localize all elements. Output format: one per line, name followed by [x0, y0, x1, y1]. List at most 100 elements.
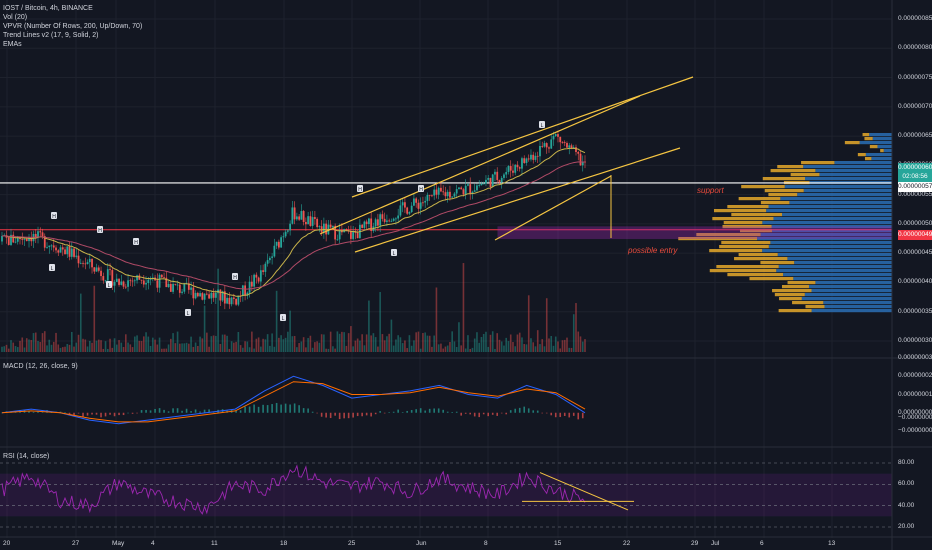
volume-bar — [300, 341, 303, 352]
macd-histogram-bar — [136, 412, 138, 414]
pivot-marker-label: L — [393, 251, 396, 257]
vp-bar — [824, 305, 892, 309]
price-tick: 0.00000065 — [898, 132, 932, 140]
candle-body — [338, 229, 341, 240]
vp-bar — [864, 137, 873, 141]
volume-bar — [392, 345, 395, 352]
candle-body — [545, 143, 548, 148]
volume-bar — [575, 303, 577, 352]
candle-body — [536, 155, 539, 157]
macd-histogram-bar — [356, 412, 359, 417]
candle-body — [147, 279, 150, 284]
candle-body — [561, 142, 564, 143]
price-tag: 0.00000049 — [898, 230, 932, 240]
volume-bar — [3, 346, 6, 352]
price-tick: 0.00000080 — [898, 44, 932, 52]
rsi-tick: 20.00 — [898, 523, 915, 530]
volume-bar — [156, 344, 159, 352]
candle-body — [232, 297, 235, 299]
pivot-marker-box — [232, 273, 238, 280]
macd-histogram-bar — [262, 404, 264, 413]
trend-lines[interactable] — [319, 76, 694, 253]
macd-histogram-bar — [28, 410, 30, 413]
volume-bar — [57, 344, 60, 352]
candle-body — [10, 234, 12, 245]
volume-bar — [239, 345, 242, 352]
trend-line — [494, 175, 612, 241]
vp-bar — [716, 265, 779, 269]
pivot-marker-label: H — [98, 228, 102, 234]
macd-histogram-bar — [176, 408, 179, 413]
candle-body — [127, 280, 129, 287]
macd-histogram-bar — [293, 403, 296, 413]
macd-histogram-bar — [397, 409, 399, 413]
volume-bar — [296, 347, 298, 352]
candle-body — [451, 196, 454, 198]
vp-bar — [811, 309, 892, 313]
candle-body — [406, 207, 409, 214]
volume-bar — [469, 348, 472, 352]
volume-bar — [482, 333, 485, 352]
volume-bar — [462, 263, 465, 352]
macd-histogram-bar — [208, 409, 210, 413]
volume-bar — [356, 338, 359, 352]
volume-bar — [327, 348, 330, 352]
volume-bar — [102, 348, 105, 352]
candle-body — [349, 231, 352, 239]
candle-body — [203, 293, 206, 300]
vp-bar — [678, 237, 758, 241]
volume-bar — [208, 346, 210, 352]
vp-bar — [862, 133, 870, 137]
macd-histogram-bar — [509, 410, 512, 413]
indicator-volume[interactable]: Vol (20) — [3, 14, 28, 21]
volume-bar — [64, 346, 66, 352]
volume-bar — [471, 347, 474, 352]
volume-bar — [570, 347, 573, 352]
candle-body — [433, 189, 436, 196]
macd-histogram-bar — [460, 412, 462, 416]
macd-histogram-bar — [532, 410, 535, 413]
candle-body — [331, 225, 334, 228]
rsi-title[interactable]: RSI (14, close) — [3, 453, 50, 460]
vp-bar — [780, 197, 892, 201]
macd-histogram-bar — [91, 412, 93, 415]
candle-body — [212, 292, 215, 298]
macd-histogram-bar — [451, 412, 453, 413]
macd-histogram-bar — [487, 412, 490, 417]
symbol-title[interactable]: IOST / Bitcoin, 4h, BINANCE — [3, 5, 93, 12]
macd-histogram-bar — [581, 412, 584, 419]
candle-body — [118, 278, 120, 285]
volume-bar — [271, 333, 273, 352]
volume-bar — [338, 333, 341, 352]
vp-bar — [805, 305, 825, 309]
rsi-tick: 60.00 — [898, 480, 915, 488]
candle-body — [487, 177, 490, 180]
volume-bar — [374, 337, 377, 352]
candle-body — [539, 145, 541, 157]
macd-histogram-bar — [577, 412, 580, 420]
candle-body — [374, 219, 377, 227]
candle-body — [503, 174, 505, 178]
volume-bar — [395, 339, 397, 352]
volume-bar — [84, 339, 87, 352]
candle-body — [46, 247, 48, 248]
price-tick: 0.00000085 — [898, 15, 932, 22]
macd-title[interactable]: MACD (12, 26, close, 9) — [3, 363, 78, 370]
indicator-emas[interactable]: EMAs — [3, 41, 22, 48]
candle-body — [190, 287, 192, 290]
macd-histogram-bar — [410, 410, 413, 413]
indicator-trendlines[interactable]: Trend Lines v2 (17, 9, Solid, 2) — [3, 32, 99, 39]
macd-histogram-bar — [541, 412, 544, 414]
macd-tick: 0.00000000 — [898, 408, 932, 416]
macd-histogram-bar — [536, 410, 539, 413]
vp-bar — [784, 185, 892, 189]
volume-bar — [255, 338, 258, 352]
vp-bar — [760, 201, 790, 205]
candle-body — [230, 297, 233, 305]
candle-body — [167, 284, 170, 288]
indicator-vpvr[interactable]: VPVR (Number Of Rows, 200, Up/Down, 70) — [3, 23, 143, 30]
candle-body — [491, 174, 494, 188]
candle-body — [250, 281, 253, 287]
